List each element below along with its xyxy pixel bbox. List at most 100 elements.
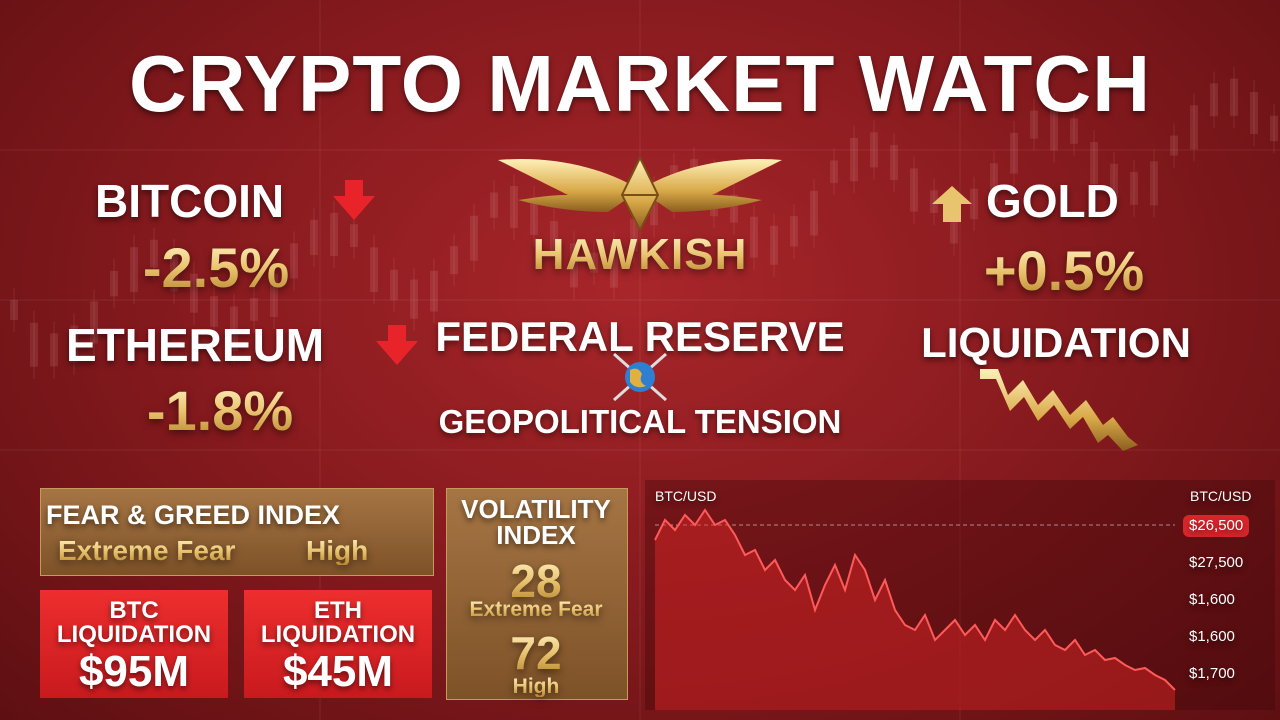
- candle-decoration: [470, 215, 478, 261]
- price-label: $26,500: [1189, 517, 1244, 534]
- candle-decoration: [1150, 161, 1158, 206]
- candle-decoration: [1250, 92, 1258, 135]
- candle-decoration: [930, 190, 938, 213]
- eth-liquidation-panel: [244, 590, 432, 698]
- volatility-value: 72: [510, 627, 562, 679]
- falling-arrow: [980, 369, 1138, 451]
- down-arrow: [333, 180, 375, 220]
- candle-decoration: [30, 322, 38, 367]
- candle-decoration: [370, 247, 378, 293]
- candle-decoration: [530, 197, 538, 235]
- candle-decoration: [1130, 171, 1138, 205]
- candle-decoration: [310, 219, 318, 255]
- liquidation-label: LIQUIDATION: [260, 621, 416, 648]
- candle-decoration: [1090, 142, 1098, 185]
- price-chart: [645, 480, 1275, 710]
- price-label: $1,700: [1189, 665, 1235, 682]
- candle-decoration: [450, 246, 458, 275]
- chart-label: BTC/USD: [1190, 488, 1252, 504]
- bitcoin-name: BITCOIN: [95, 175, 285, 227]
- candle-decoration: [490, 192, 498, 218]
- volatility-title: INDEX: [496, 520, 576, 550]
- liquidation-amount: $45M: [282, 647, 394, 696]
- candle-decoration: [290, 243, 298, 279]
- hawk-emblem: [498, 155, 782, 233]
- candle-decoration: [190, 273, 198, 313]
- candle-decoration: [130, 247, 138, 293]
- candle-decoration: [630, 218, 638, 252]
- candle-decoration: [990, 163, 998, 203]
- liquidation-label: ETH: [314, 597, 362, 624]
- candle-decoration: [330, 212, 338, 257]
- price-label: $27,500: [1189, 554, 1244, 571]
- volatility-title: VOLATILITY: [461, 494, 611, 524]
- candle-decoration: [970, 188, 978, 220]
- candle-decoration: [750, 216, 758, 258]
- btc-liquidation-panel: [40, 590, 228, 698]
- candle-decoration: [90, 301, 98, 344]
- candle-decoration: [570, 243, 578, 288]
- liquidation-amount: $95M: [78, 647, 190, 696]
- fear-greed-title: FEAR & GREED INDEX: [46, 500, 341, 530]
- candle-decoration: [510, 185, 518, 229]
- candle-decoration: [270, 273, 278, 317]
- candle-decoration: [10, 300, 18, 320]
- volatility-value: 28: [510, 555, 562, 607]
- candle-decoration: [1210, 83, 1218, 117]
- liquidation-label: BTC: [109, 597, 159, 624]
- candle-decoration: [410, 279, 418, 319]
- candle-decoration: [250, 298, 258, 321]
- candle-decoration: [590, 252, 598, 273]
- volatility-panel: [446, 488, 628, 700]
- candle-decoration: [910, 168, 918, 212]
- candle-decoration: [1030, 110, 1038, 139]
- chart-label: BTC/USD: [655, 488, 717, 504]
- ethereum-name: ETHEREUM: [66, 319, 325, 371]
- candle-decoration: [170, 250, 178, 292]
- volatility-label: High: [512, 675, 560, 698]
- gold-name: GOLD: [986, 175, 1119, 227]
- candle-decoration: [50, 333, 58, 367]
- candle-decoration: [230, 306, 238, 352]
- candle-decoration: [1110, 163, 1118, 201]
- candle-decoration: [350, 224, 358, 247]
- candle-decoration: [610, 243, 618, 288]
- candle-decoration: [770, 225, 778, 265]
- candle-decoration: [650, 188, 658, 226]
- fear-greed-label: High: [306, 535, 369, 566]
- headline: FEDERAL RESERVE: [435, 313, 845, 360]
- candle-decoration: [730, 194, 738, 223]
- candle-decoration: [390, 269, 398, 301]
- candle-decoration: [550, 221, 558, 254]
- candle-decoration: [1010, 132, 1018, 174]
- liquidation-label: LIQUIDATION: [921, 319, 1191, 366]
- up-arrow: [932, 186, 972, 222]
- candle-decoration: [1170, 135, 1178, 156]
- candle-decoration: [810, 190, 818, 236]
- candle-decoration: [830, 160, 838, 184]
- price-label: $1,600: [1189, 591, 1235, 608]
- candle-decoration: [1270, 115, 1278, 142]
- logo-text: HAWKISH: [532, 230, 748, 279]
- candle-decoration: [150, 239, 158, 268]
- subline: GEOPOLITICAL TENSION: [438, 403, 842, 440]
- candle-decoration: [870, 132, 878, 168]
- candle-decoration: [210, 296, 218, 327]
- candle-decoration: [850, 137, 858, 182]
- gold-change: +0.5%: [983, 239, 1145, 302]
- volatility-label: Extreme Fear: [469, 598, 603, 621]
- down-arrow: [376, 325, 418, 365]
- candle-decoration: [70, 325, 78, 363]
- candle-decoration: [430, 270, 438, 312]
- liquidation-label: LIQUIDATION: [56, 621, 212, 648]
- fear-greed-panel: [40, 488, 434, 576]
- globe-icon: [613, 352, 667, 402]
- candle-decoration: [1050, 105, 1058, 151]
- bitcoin-change: -2.5%: [142, 236, 290, 299]
- price-label: $1,600: [1189, 628, 1235, 645]
- title: CRYPTO MARKET WATCH: [129, 39, 1151, 128]
- candle-decoration: [1070, 118, 1078, 144]
- ethereum-change: -1.8%: [146, 379, 294, 442]
